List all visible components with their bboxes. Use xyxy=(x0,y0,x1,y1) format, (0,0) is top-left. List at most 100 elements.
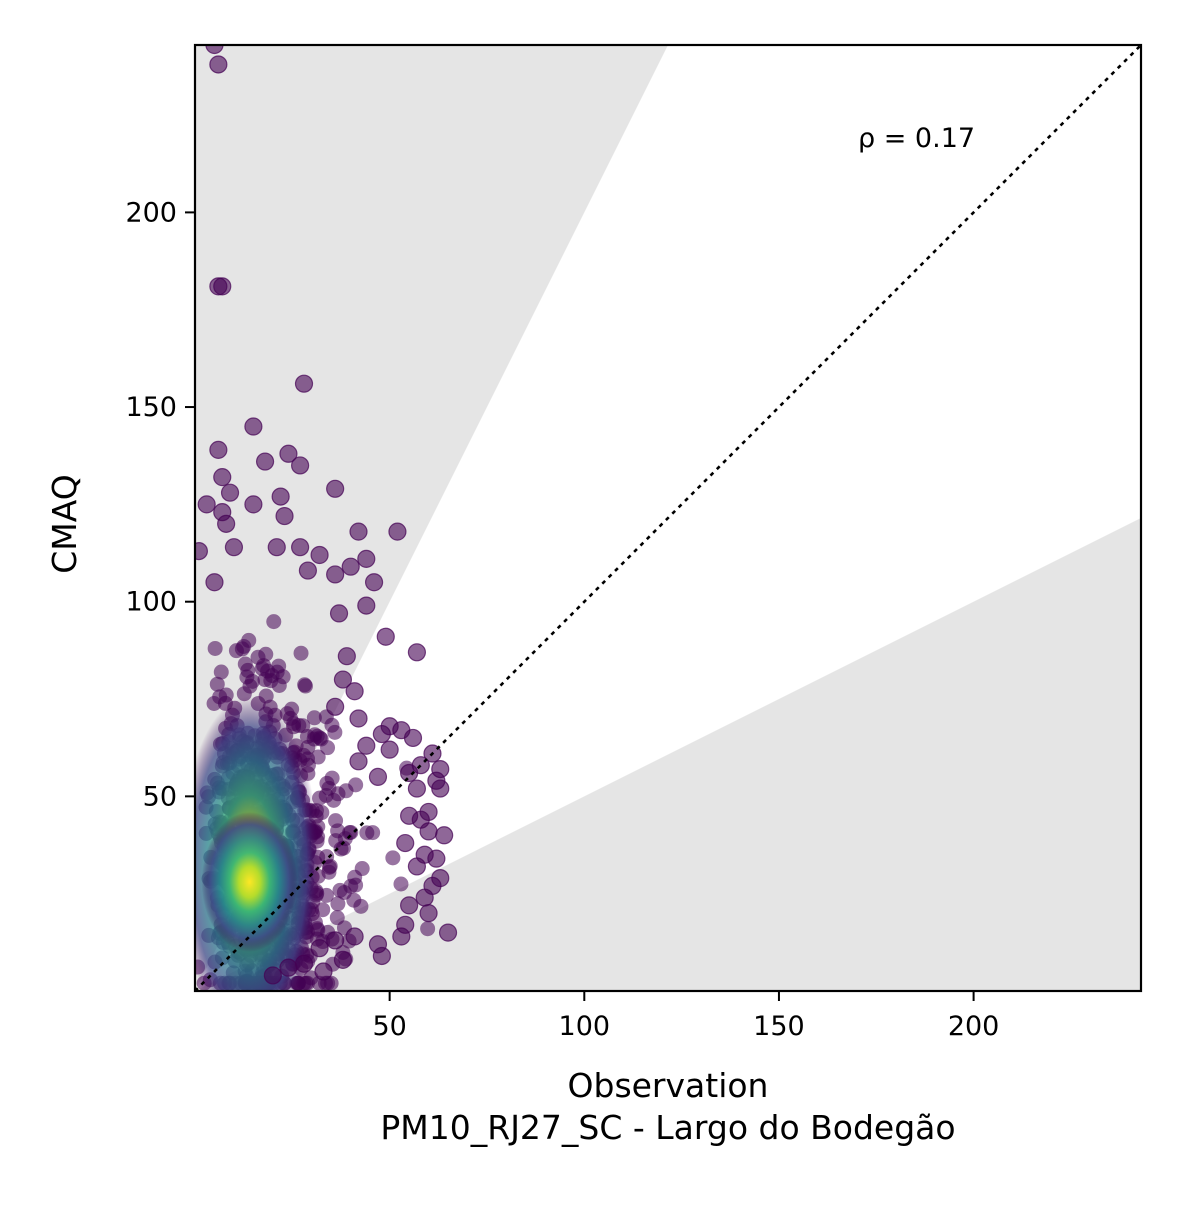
x-tick-label: 100 xyxy=(559,1011,611,1042)
density-point xyxy=(212,689,228,705)
x-tick-label: 150 xyxy=(753,1011,805,1042)
y-tick-label: 150 xyxy=(125,392,177,423)
density-point xyxy=(266,614,282,630)
density-point xyxy=(328,833,344,849)
density-point xyxy=(254,661,270,677)
data-point xyxy=(333,950,353,969)
data-point xyxy=(244,495,263,514)
correlation-annotation: ρ = 0.17 xyxy=(858,123,975,154)
density-point xyxy=(309,728,325,744)
data-point xyxy=(279,444,298,463)
density-point xyxy=(347,869,363,885)
plot-frame xyxy=(193,43,1143,993)
density-point xyxy=(319,775,335,791)
data-point xyxy=(244,417,263,436)
data-point xyxy=(279,958,298,977)
density-point xyxy=(300,739,316,755)
y-axis: 50 100 150 200 xyxy=(125,197,195,812)
data-point xyxy=(326,697,345,716)
scatter-points xyxy=(195,45,458,985)
data-point xyxy=(213,277,232,296)
data-point xyxy=(217,514,236,533)
density-point xyxy=(385,850,401,866)
data-point xyxy=(438,923,458,942)
density-point xyxy=(332,882,348,898)
density-core xyxy=(201,811,298,952)
data-point xyxy=(197,495,216,514)
data-point xyxy=(294,374,314,393)
density-point xyxy=(329,910,345,926)
density-point xyxy=(393,876,409,892)
data-point xyxy=(396,833,415,853)
data-point xyxy=(291,456,310,475)
data-point xyxy=(298,561,317,580)
density-point xyxy=(213,664,229,680)
density-point xyxy=(263,673,279,689)
data-point xyxy=(372,724,391,744)
data-point xyxy=(275,506,294,526)
data-point xyxy=(326,479,345,498)
density-point xyxy=(209,676,225,692)
data-point xyxy=(205,573,224,592)
y-tick-label: 200 xyxy=(125,197,177,228)
density-point xyxy=(297,678,313,694)
data-point xyxy=(400,896,419,915)
density-point xyxy=(343,824,359,840)
data-point xyxy=(407,643,427,662)
data-point xyxy=(403,728,423,748)
data-point xyxy=(427,849,446,868)
data-point xyxy=(415,888,434,907)
data-point xyxy=(364,573,384,592)
y-axis-label: CMAQ xyxy=(45,474,84,573)
data-point xyxy=(326,565,345,584)
data-point xyxy=(372,946,391,966)
data-point xyxy=(291,538,310,557)
data-point xyxy=(271,487,290,506)
data-point xyxy=(357,736,376,755)
density-point xyxy=(312,790,328,806)
data-point xyxy=(329,604,349,623)
density-point xyxy=(420,921,436,937)
data-point xyxy=(220,483,240,502)
data-point xyxy=(392,927,411,946)
density-point xyxy=(237,656,253,672)
data-point xyxy=(349,709,368,728)
data-point xyxy=(368,767,388,786)
x-axis-sublabel: PM10_RJ27_SC - Largo do Bodegão xyxy=(380,1108,955,1147)
data-point xyxy=(400,763,419,783)
data-point xyxy=(435,826,454,845)
data-point xyxy=(255,452,275,471)
data-point xyxy=(195,541,208,561)
density-point xyxy=(306,710,322,726)
density-cloud xyxy=(195,614,436,991)
data-point xyxy=(263,966,282,985)
data-point xyxy=(419,822,438,841)
x-tick-label: 200 xyxy=(948,1011,1000,1042)
x-tick-label: 50 xyxy=(372,1011,406,1042)
data-point xyxy=(357,549,376,568)
density-point xyxy=(322,858,338,874)
density-point xyxy=(258,646,274,662)
data-point xyxy=(407,779,427,798)
data-point xyxy=(345,682,364,701)
density-point xyxy=(315,902,331,918)
density-point xyxy=(328,813,344,829)
data-point xyxy=(209,440,228,459)
data-point xyxy=(388,522,407,541)
data-point xyxy=(310,939,329,958)
data-point xyxy=(345,927,364,946)
density-point xyxy=(359,825,375,841)
data-point xyxy=(380,740,399,759)
shaded-region-lower xyxy=(195,518,1141,991)
density-point xyxy=(293,645,309,661)
density-point xyxy=(324,717,340,733)
data-point xyxy=(376,627,395,646)
density-point xyxy=(207,640,223,656)
data-point xyxy=(209,55,228,74)
data-point xyxy=(314,962,333,981)
density-point xyxy=(284,701,300,717)
x-axis: 50 100 150 200 xyxy=(372,991,999,1042)
density-point xyxy=(234,641,250,657)
data-point xyxy=(431,779,450,798)
